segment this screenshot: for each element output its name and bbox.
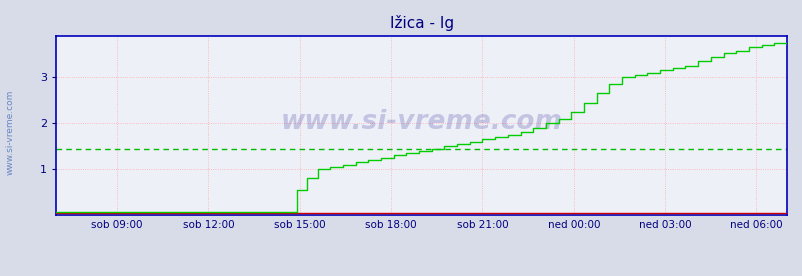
Text: www.si-vreme.com: www.si-vreme.com [5, 90, 14, 175]
Text: www.si-vreme.com: www.si-vreme.com [280, 109, 562, 135]
Title: Ižica - Ig: Ižica - Ig [389, 15, 453, 31]
